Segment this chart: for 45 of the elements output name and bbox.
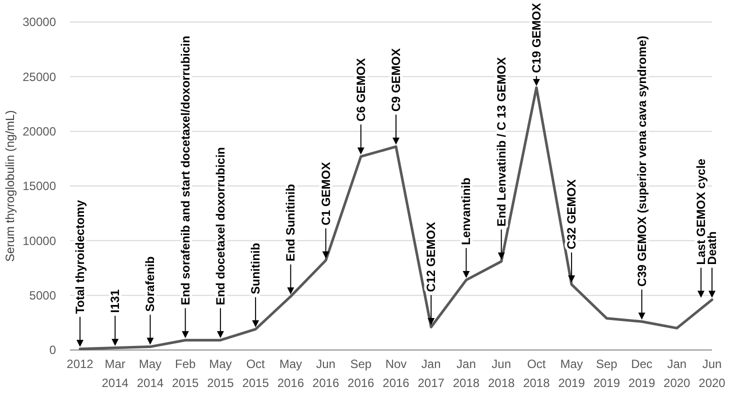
x-tick-label: Jun 2016 bbox=[312, 357, 340, 390]
x-tick-label: Nov 2016 bbox=[382, 357, 410, 390]
y-tick-label: 25000 bbox=[22, 70, 56, 84]
annotation: End sorafenib and start docetaxel/doxorrubicin bbox=[178, 36, 192, 306]
x-tick-label: Feb 2015 bbox=[172, 357, 200, 390]
y-tick-label: 15000 bbox=[22, 179, 56, 194]
annotation: Death bbox=[705, 231, 719, 265]
x-tick-label: May 2019 bbox=[558, 357, 586, 390]
annotation: C39 GEMOX (superior vena cava syndrome) bbox=[634, 36, 649, 287]
y-tick-label: 5000 bbox=[29, 288, 56, 303]
y-tick-label: 0 bbox=[49, 343, 56, 358]
annotation: C9 GEMOX bbox=[389, 48, 403, 112]
x-tick-label: Mar 2014 bbox=[102, 357, 129, 390]
annotation: Last GEMOX cycle bbox=[694, 158, 708, 265]
annotation: C32 GEMOX bbox=[564, 179, 579, 250]
annotation: End Sunitinib bbox=[284, 184, 298, 262]
x-tick-label: May 2016 bbox=[277, 357, 304, 390]
annotation: C1 GEMOX bbox=[318, 162, 333, 226]
x-tick-label: May 2014 bbox=[136, 357, 164, 390]
annotation: Sorafenib bbox=[143, 256, 158, 312]
x-tick-label: May 2015 bbox=[207, 357, 234, 390]
x-tick-label: Oct 2018 bbox=[523, 357, 550, 390]
y-tick-label: 30000 bbox=[22, 15, 56, 30]
annotation: End Lenvatinib / C 13 GEMOX bbox=[494, 57, 508, 226]
annotation: End docetaxel doxorrubicin bbox=[213, 147, 228, 306]
annotation: I131 bbox=[108, 289, 122, 313]
annotation: C12 GEMOX bbox=[424, 222, 438, 292]
x-tick-label: 2012 bbox=[66, 357, 94, 371]
y-tick-label: 10000 bbox=[22, 234, 56, 248]
annotation: Lenvantinib bbox=[459, 178, 474, 246]
x-tick-label: Jan 2018 bbox=[452, 357, 480, 390]
x-tick-label: Jun 2018 bbox=[488, 357, 516, 390]
x-tick-label: Sep 2019 bbox=[593, 357, 620, 390]
annotation: Total thyroidectomy bbox=[73, 200, 87, 314]
annotation: Sunitinib bbox=[248, 242, 263, 294]
x-tick-label: Jan 2020 bbox=[664, 357, 691, 390]
annotation: C19 GEMOX bbox=[529, 2, 544, 74]
x-tick-label: Dec 2019 bbox=[628, 357, 656, 390]
x-tick-label: Sep 2016 bbox=[348, 357, 375, 390]
x-tick-label: Jun 2020 bbox=[698, 357, 726, 390]
annotation: C6 GEMOX bbox=[354, 58, 368, 122]
x-tick-label: Oct 2015 bbox=[242, 357, 270, 390]
y-tick-label: 20000 bbox=[22, 124, 56, 139]
y-axis-title: Serum thyroglobulin (ng/mL) bbox=[3, 110, 17, 262]
x-tick-label: Jan 2017 bbox=[418, 357, 445, 390]
